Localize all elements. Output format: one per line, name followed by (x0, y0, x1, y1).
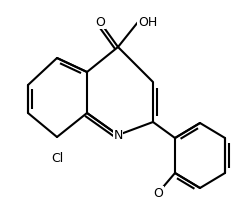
Text: Cl: Cl (51, 152, 63, 165)
Text: OH: OH (138, 15, 157, 29)
Text: N: N (113, 128, 123, 141)
Text: O: O (95, 15, 105, 29)
Text: O: O (153, 187, 163, 199)
